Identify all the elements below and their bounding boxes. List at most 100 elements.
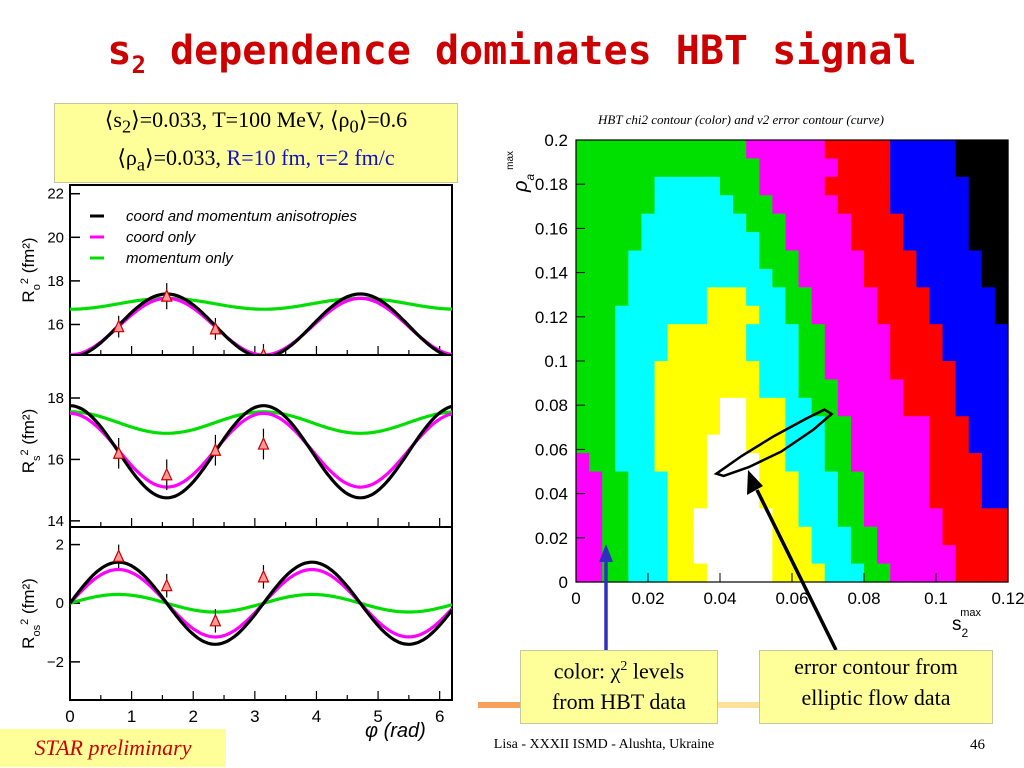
heatmap-cell [811,563,826,583]
heatmap-cell [641,361,656,381]
heatmap-cell [864,342,878,362]
heatmap-cell [602,489,616,509]
heatmap-cell [641,195,656,215]
heatmap-cell [916,434,931,454]
heatmap-cell [680,471,695,491]
heatmap-cell [785,324,800,344]
heatmap-cell [746,526,760,546]
heatmap-cell [811,361,826,381]
heatmap-cell [824,176,839,196]
y-tick-label: −2 [47,654,64,671]
heatmap-cell [733,453,747,473]
heatmap-cell [589,213,603,233]
parameter-line-1: ⟨s2⟩=0.033, T=100 MeV, ⟨ρ0⟩=0.6 [104,107,408,137]
heatmap-cell [929,232,944,252]
heatmap-cell [798,342,813,362]
heatmap-cell [824,545,839,565]
heatmap-cell [680,195,695,215]
data-point [209,613,222,627]
heatmap-cell [955,416,970,436]
heatmap-cell [850,545,865,565]
heatmap-cell [733,176,747,196]
heatmap-cell [811,232,826,252]
heatmap-cell [654,453,669,473]
heatmap-cell [746,213,760,233]
heatmap-cell [850,471,865,491]
heatmap-cell [772,545,787,565]
heatmap-cell [981,453,996,473]
x-tick-label: 2 [188,707,197,726]
x-tick-label: 0.06 [775,589,808,608]
heatmap-cell [824,453,839,473]
heatmap-cell [680,434,695,454]
heatmap-cell [706,453,721,473]
heatmap-cell [955,489,970,509]
heatmap-cell [589,287,603,307]
heatmap-cell [602,176,616,196]
heatmap-cell [929,287,944,307]
heatmap-cell [864,379,878,399]
heatmap-cell [798,526,813,546]
heatmap-cell [824,268,839,288]
heatmap-cell [850,250,865,270]
heatmap-cell [864,232,878,252]
connector-left [478,702,520,708]
heatmap-cell [667,508,682,528]
page-number: 46 [970,737,985,753]
heatmap-cell [903,250,917,270]
series-line-0 [75,292,452,355]
y-tick-label: 0.1 [544,352,568,371]
heatmap-cell [785,176,800,196]
heatmap-cell [628,361,643,381]
heatmap-cell [706,268,721,288]
heatmap-cell [576,213,590,233]
heatmap-cell [746,489,760,509]
heatmap-cell [680,342,695,362]
heatmap-cell [994,416,1009,436]
heatmap-cell [589,342,603,362]
heatmap-cell [720,545,734,565]
heatmap-cell [811,268,826,288]
heatmap-cell [654,342,669,362]
heatmap-cell [955,545,970,565]
heatmap-cell [733,416,747,436]
heatmap-cell [955,268,970,288]
data-point [160,288,173,302]
heatmap-cell [811,342,826,362]
heatmap-cell [654,268,669,288]
heatmap-cell [733,268,747,288]
heatmap-cell [994,140,1009,160]
heatmap-cell [733,287,747,307]
heatmap-cell [916,213,931,233]
heatmap-cell [589,176,603,196]
heatmap-cell [733,250,747,270]
heatmap-cell [693,397,708,417]
heatmap-cell [602,158,616,178]
heatmap-cell [667,268,682,288]
heatmap-cell [693,140,708,160]
y-tick-label: 16 [47,451,64,468]
heatmap-cell [746,416,760,436]
heatmap-cell [759,305,773,325]
heatmap-cell [615,176,629,196]
heatmap-cell [824,287,839,307]
heatmap-cell [942,232,957,252]
heatmap-cell [576,416,590,436]
heatmap-cell [667,545,682,565]
y-tick-label: 0.14 [535,264,568,283]
heatmap-cell [837,232,852,252]
heatmap-cell [877,268,891,288]
heatmap-cell [824,213,839,233]
heatmap-cell [785,305,800,325]
heatmap-cell [680,416,695,436]
heatmap-cell [706,526,721,546]
heatmap-cell [667,379,682,399]
panel-frame [69,184,453,356]
heatmap-cell [706,324,721,344]
heatmap-cell [654,324,669,344]
heatmap-cell [798,250,813,270]
heatmap-cell [850,361,865,381]
heatmap-cell [693,232,708,252]
heatmap-cell [942,361,957,381]
heatmap-cell [903,232,917,252]
